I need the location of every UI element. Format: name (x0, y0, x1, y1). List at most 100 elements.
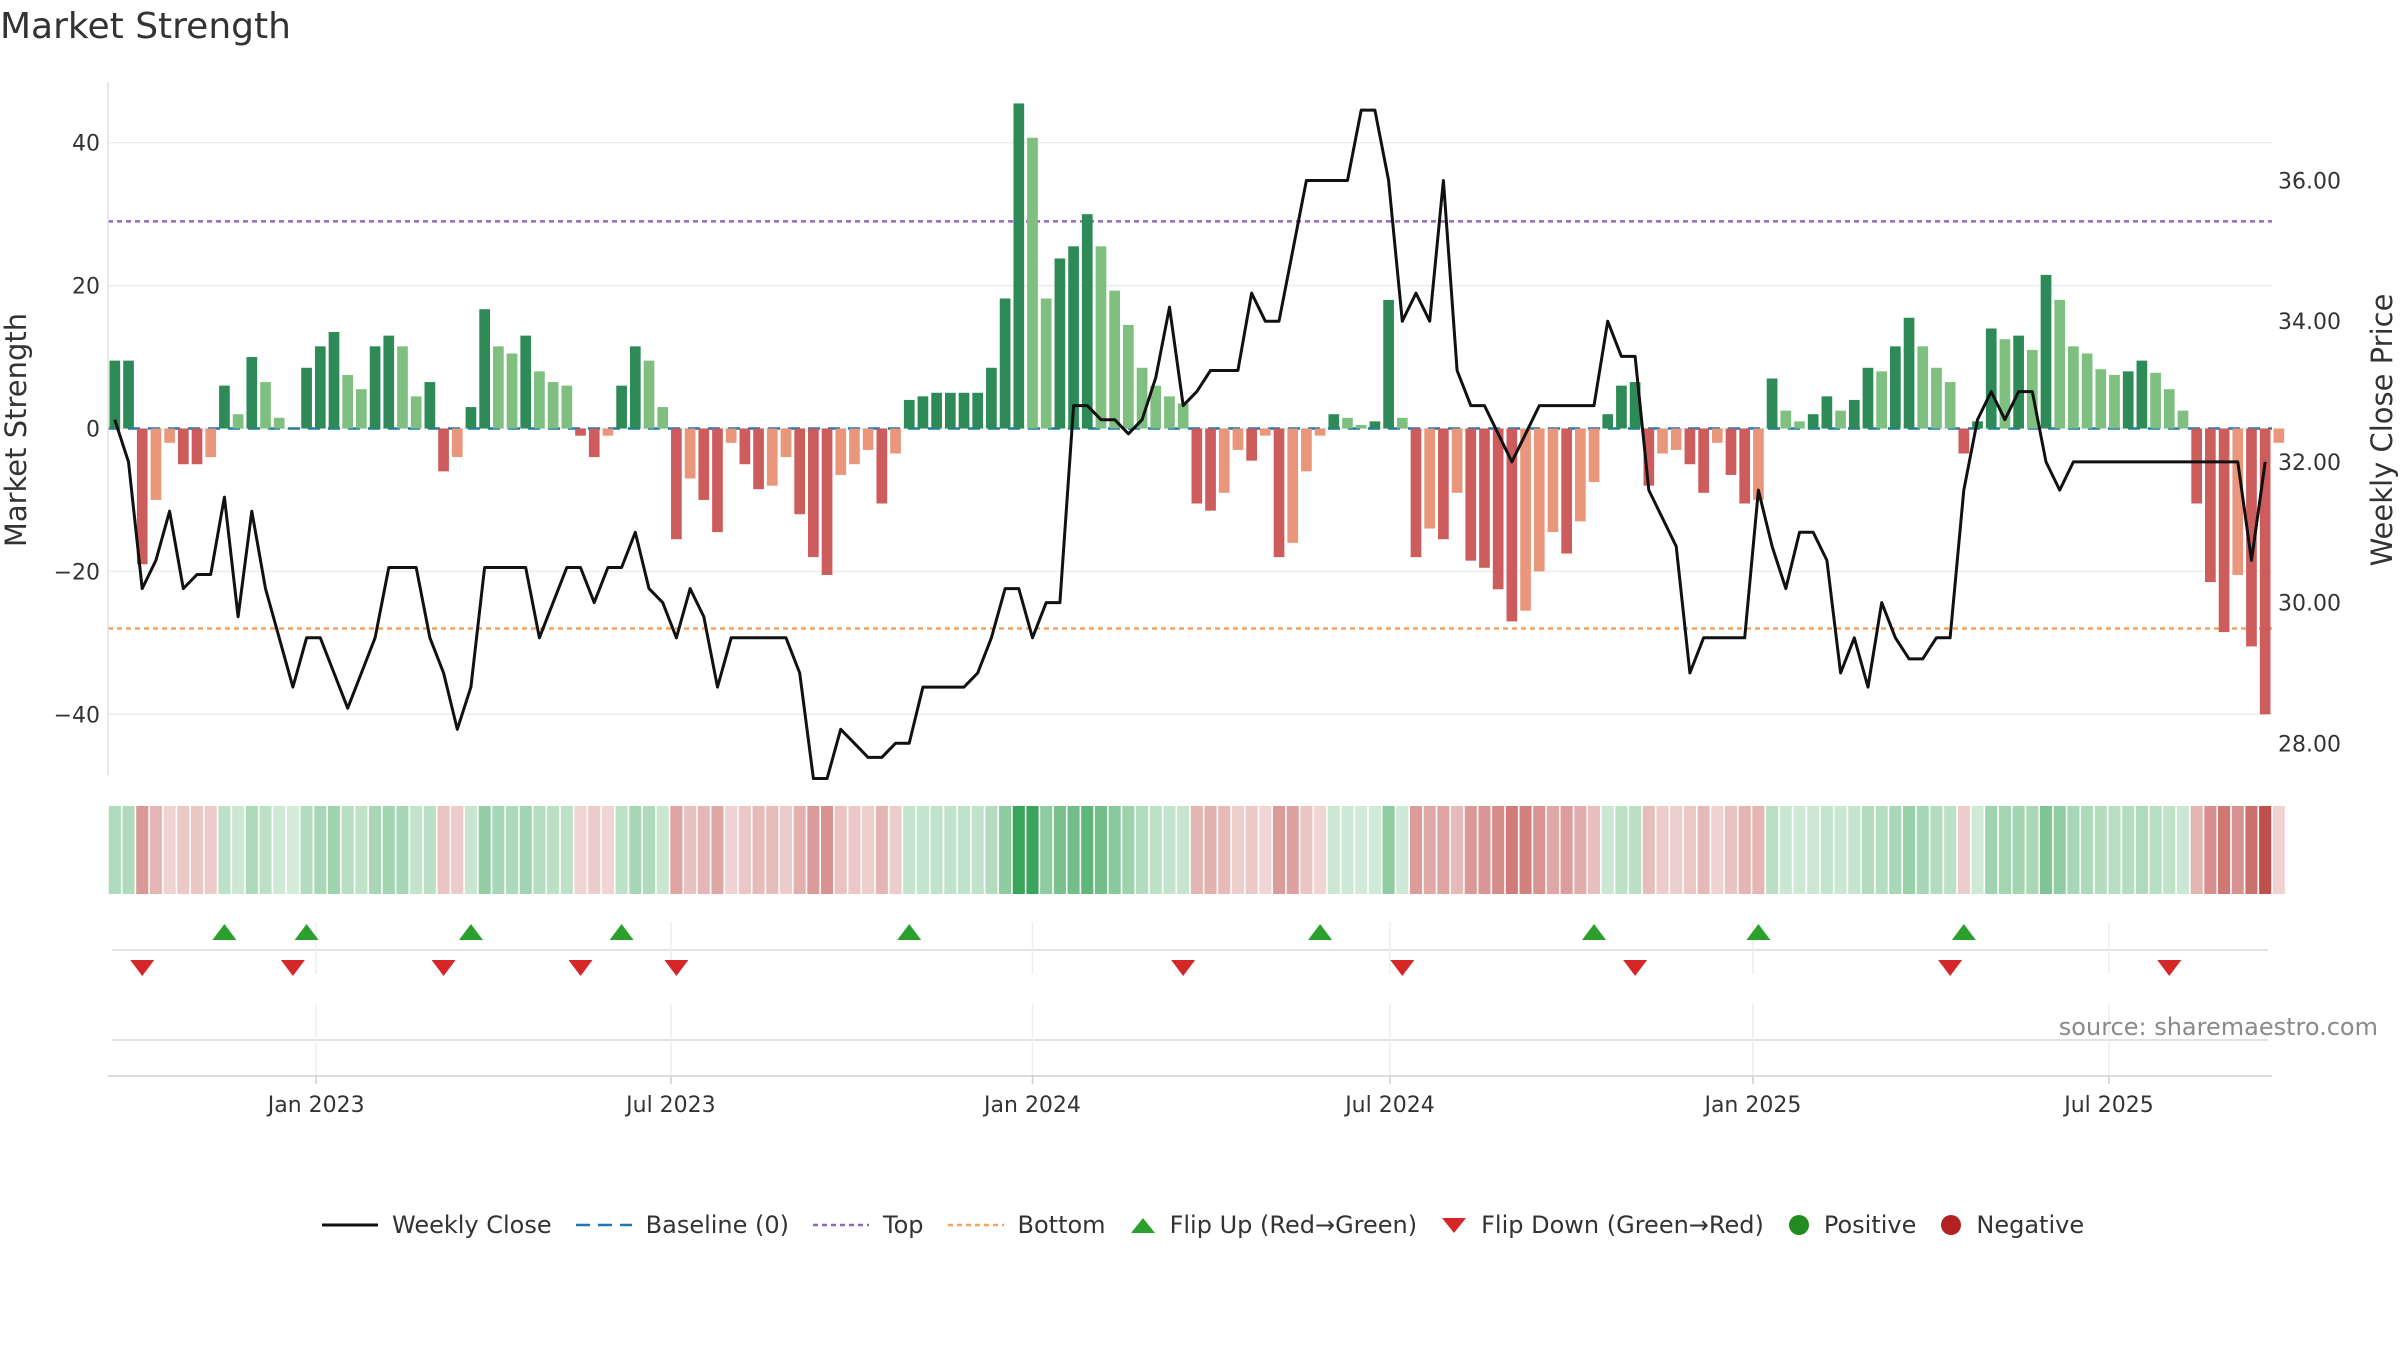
strength-bar (273, 417, 285, 429)
strength-bar (1520, 428, 1531, 611)
y-left-tick-label: 20 (72, 275, 100, 300)
y-left-tick-label: 40 (72, 132, 100, 157)
heat-cell (1396, 806, 1409, 894)
heat-cell (437, 806, 450, 894)
strength-bar (424, 382, 436, 429)
strength-bar (2218, 428, 2230, 633)
strength-bar (890, 428, 901, 454)
heat-cell (1834, 806, 1847, 894)
legend-item-flip-up[interactable]: Flip Up (Red→Green) (1128, 1211, 1418, 1239)
heat-cell (985, 806, 998, 894)
heat-cell (149, 806, 162, 894)
strength-bar (1588, 428, 1600, 483)
strength-bar (260, 382, 271, 429)
flip-down-marker (568, 960, 593, 976)
strength-bar (1862, 367, 1874, 429)
heat-cell (2163, 806, 2176, 894)
strength-bar (629, 346, 641, 429)
legend-label: Flip Up (Red→Green) (1169, 1211, 1418, 1239)
heat-cell (711, 806, 724, 894)
heat-cell (1642, 806, 1655, 894)
flip-down-marker (1171, 960, 1196, 976)
legend-label: Negative (1976, 1211, 2085, 1239)
strength-bar (1164, 396, 1175, 429)
heat-cell (1656, 806, 1669, 894)
heat-cell (889, 806, 902, 894)
heat-cell (1944, 806, 1957, 894)
strength-bar (1040, 298, 1052, 429)
heat-cell (1314, 806, 1327, 894)
legend-item-bottom[interactable]: Bottom (946, 1211, 1106, 1239)
triangle-down-icon (1442, 1218, 1467, 1233)
heat-cell (286, 806, 299, 894)
strength-bar (2109, 374, 2120, 429)
strength-bar (520, 335, 532, 429)
heat-cell (1341, 806, 1354, 894)
strength-bar (1342, 417, 1353, 429)
strength-bar (602, 428, 614, 436)
strength-bar (191, 428, 203, 465)
strength-bar (1246, 428, 1257, 461)
heat-cell (848, 806, 861, 894)
legend: Weekly Close Baseline (0) Top Bottom Fli… (320, 1208, 2084, 1242)
flip-up-marker (1951, 924, 1976, 940)
strength-bar (2095, 369, 2107, 429)
strength-bar (794, 428, 806, 515)
strength-bar (397, 346, 408, 429)
heat-cell (1259, 806, 1272, 894)
strength-bar (753, 428, 764, 490)
strength-bar (1218, 428, 1230, 493)
legend-item-flip-down[interactable]: Flip Down (Green→Red) (1439, 1211, 1764, 1239)
strength-bar (109, 360, 121, 429)
legend-item-weekly-close[interactable]: Weekly Close (320, 1211, 552, 1239)
strength-bar (1136, 367, 1148, 429)
y-right-tick-label: 34.00 (2278, 310, 2341, 335)
legend-item-baseline[interactable]: Baseline (0) (574, 1211, 789, 1239)
strength-bar (1273, 428, 1285, 558)
flip-down-marker (1623, 960, 1648, 976)
heat-cell (1601, 806, 1614, 894)
strength-bar (876, 428, 888, 504)
strength-bar (383, 335, 395, 429)
heat-cell (1587, 806, 1601, 894)
heat-cell (1081, 806, 1094, 894)
heat-cell (451, 806, 464, 894)
heat-cell (314, 806, 327, 894)
heat-cell (1930, 806, 1943, 894)
strength-bar (1027, 137, 1038, 429)
strength-bar (1616, 385, 1627, 429)
heat-cell (1916, 806, 1929, 894)
strength-bar (1547, 428, 1559, 533)
line-swatch-icon (322, 1223, 378, 1227)
heat-cell (190, 806, 204, 894)
heat-cell (916, 806, 929, 894)
strength-bar (712, 428, 723, 533)
heat-cell (136, 806, 149, 894)
strength-bar (766, 428, 778, 486)
strength-bar (2026, 349, 2038, 429)
heat-cell (1067, 806, 1080, 894)
strength-bar (465, 407, 477, 429)
y-left-tick-label: 0 (86, 418, 100, 443)
flip-up-marker (1582, 924, 1607, 940)
flip-down-marker (1938, 960, 1963, 976)
strength-bar (1629, 382, 1641, 429)
heat-cell (122, 806, 135, 894)
heat-cell (1779, 806, 1792, 894)
heat-cell (1505, 806, 1518, 894)
strength-bar (1561, 428, 1572, 554)
heat-cell (1519, 806, 1532, 894)
flip-up-marker (1308, 924, 1333, 940)
strength-bar (1451, 428, 1463, 493)
legend-item-positive[interactable]: Positive (1786, 1211, 1916, 1239)
strength-bar (2054, 299, 2066, 429)
heat-cell (1368, 806, 1381, 894)
legend-item-negative[interactable]: Negative (1938, 1211, 2084, 1239)
strength-bar (821, 428, 833, 575)
heat-cell (232, 806, 245, 894)
legend-item-top[interactable]: Top (811, 1211, 924, 1239)
heat-cell (2176, 806, 2190, 894)
heat-cell (1163, 806, 1176, 894)
heat-cell (1533, 806, 1546, 894)
heat-cell (1793, 806, 1806, 894)
